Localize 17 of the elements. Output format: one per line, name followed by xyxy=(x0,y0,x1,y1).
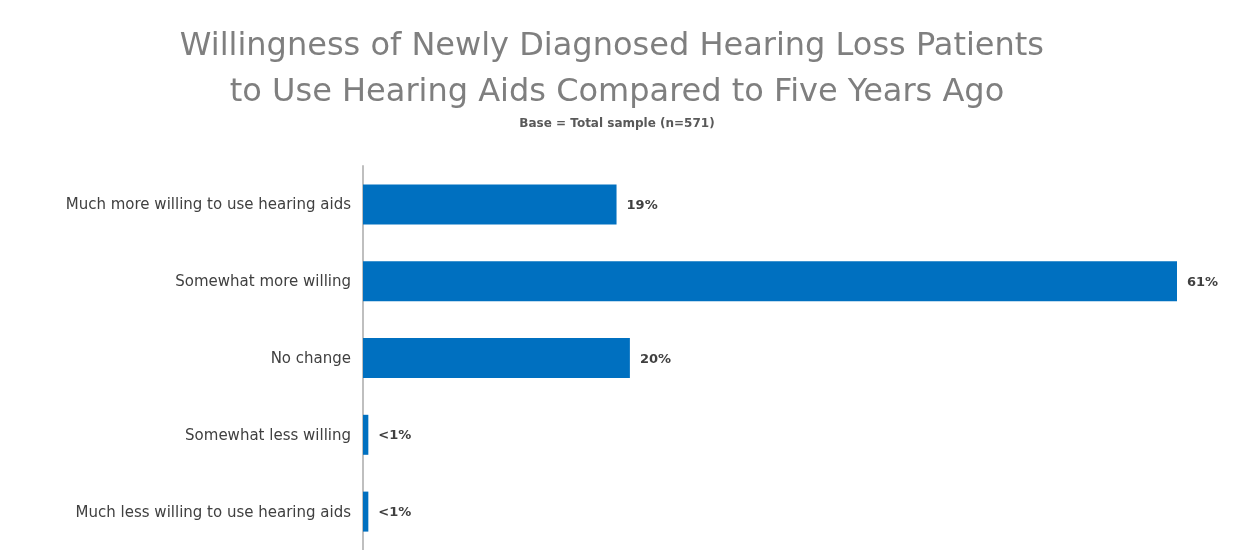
chart-subtitle: Base = Total sample (n=571) xyxy=(519,116,715,130)
y-tick-label: Much less willing to use hearing aids xyxy=(75,502,352,521)
bar xyxy=(363,414,369,455)
y-tick-label: No change xyxy=(270,349,351,367)
y-tick-label: Somewhat more willing xyxy=(175,272,351,291)
y-tick-label: Somewhat less willing xyxy=(185,425,351,444)
bar xyxy=(363,491,369,532)
data-label: 20% xyxy=(639,350,672,366)
bar xyxy=(363,338,630,378)
data-label: <1% xyxy=(378,427,412,443)
bar xyxy=(363,261,1177,302)
data-label: 61% xyxy=(1187,273,1219,289)
data-label: <1% xyxy=(378,504,412,520)
chart-title: Willingness of Newly Diagnosed Hearing Loss Patients to Use Hearing Aids Compared to Five Years Ago xyxy=(179,25,1055,109)
data-label: 19% xyxy=(626,196,658,212)
y-tick-label: Much more willing to use hearing aids xyxy=(65,195,352,214)
bar xyxy=(363,184,617,225)
